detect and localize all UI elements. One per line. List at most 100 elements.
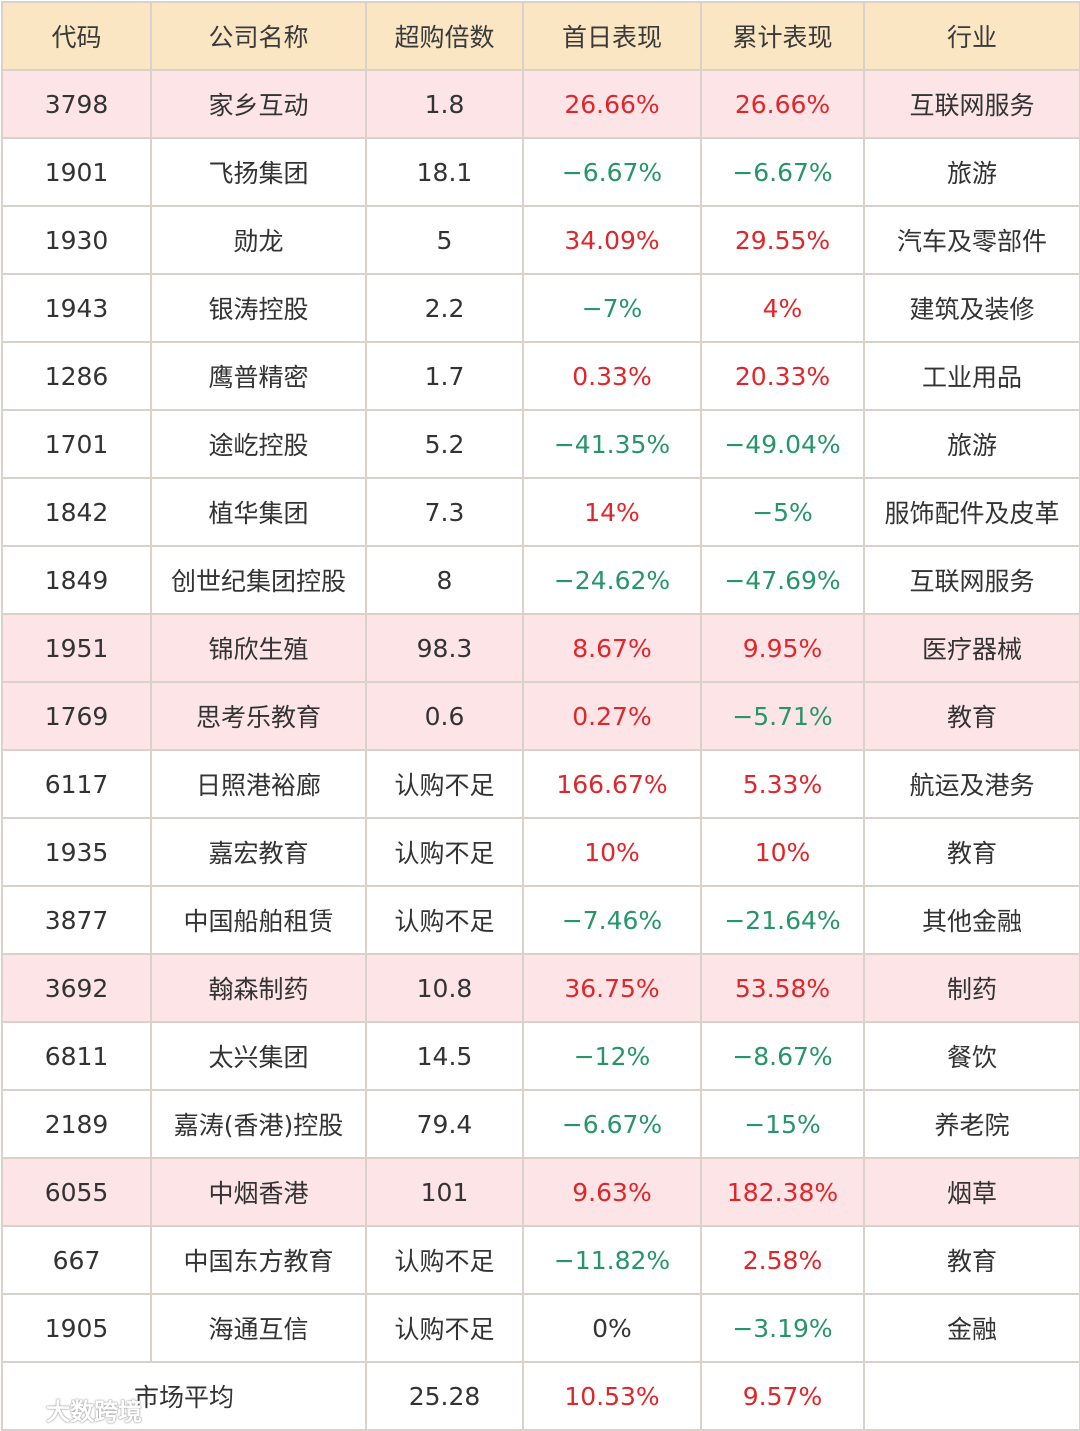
- cell-code: 1701: [1, 409, 152, 479]
- table-row: 1951 锦欣生殖 98.3 8.67% 9.95% 医疗器械: [1, 613, 1080, 683]
- cell-industry: 工业用品: [863, 341, 1080, 411]
- cell-industry: 其他金融: [863, 885, 1080, 955]
- cell-code: 2189: [1, 1089, 152, 1159]
- cell-first-day: −11.82%: [522, 1225, 702, 1295]
- cell-industry: 旅游: [863, 409, 1080, 479]
- watermark-logo-icon: [10, 1398, 40, 1428]
- cell-oversubscription: 79.4: [365, 1089, 524, 1159]
- summary-cumulative: 9.57%: [700, 1361, 865, 1431]
- table-row: 6117 日照港裕廊 认购不足 166.67% 5.33% 航运及港务: [1, 749, 1080, 819]
- cell-first-day: 36.75%: [522, 953, 702, 1023]
- cell-oversubscription: 5: [365, 205, 524, 275]
- cell-first-day: −7.46%: [522, 885, 702, 955]
- cell-code: 1769: [1, 681, 152, 751]
- cell-code: 6117: [1, 749, 152, 819]
- cell-company-name: 家乡互动: [150, 69, 367, 139]
- cell-code: 3877: [1, 885, 152, 955]
- table-row: 1286 鹰普精密 1.7 0.33% 20.33% 工业用品: [1, 341, 1080, 411]
- table-body: 3798 家乡互动 1.8 26.66% 26.66% 互联网服务 1901 飞扬集团 18.1…: [1, 69, 1080, 1363]
- cell-cumulative: −8.67%: [700, 1021, 865, 1091]
- cell-industry: 制药: [863, 953, 1080, 1023]
- summary-oversub: 25.28: [365, 1361, 524, 1431]
- cell-oversubscription: 14.5: [365, 1021, 524, 1091]
- cell-industry: 教育: [863, 817, 1080, 887]
- cell-oversubscription: 认购不足: [365, 885, 524, 955]
- table-row: 1943 银涛控股 2.2 −7% 4% 建筑及装修: [1, 273, 1080, 343]
- cell-company-name: 锦欣生殖: [150, 613, 367, 683]
- cell-industry: 旅游: [863, 137, 1080, 207]
- cell-oversubscription: 认购不足: [365, 749, 524, 819]
- header-row: 代码 公司名称 超购倍数 首日表现 累计表现 行业: [1, 1, 1080, 71]
- header-code: 代码: [1, 1, 152, 71]
- cell-industry: 互联网服务: [863, 545, 1080, 615]
- cell-company-name: 嘉涛(香港)控股: [150, 1089, 367, 1159]
- cell-company-name: 日照港裕廊: [150, 749, 367, 819]
- cell-first-day: 0.27%: [522, 681, 702, 751]
- table-row: 2189 嘉涛(香港)控股 79.4 −6.67% −15% 养老院: [1, 1089, 1080, 1159]
- summary-label: 市场平均: [1, 1361, 367, 1431]
- cell-code: 3798: [1, 69, 152, 139]
- table-row: 6811 太兴集团 14.5 −12% −8.67% 餐饮: [1, 1021, 1080, 1091]
- header-cumulative: 累计表现: [700, 1, 865, 71]
- cell-first-day: 34.09%: [522, 205, 702, 275]
- summary-industry: [863, 1361, 1080, 1431]
- cell-oversubscription: 10.8: [365, 953, 524, 1023]
- cell-industry: 养老院: [863, 1089, 1080, 1159]
- cell-first-day: 166.67%: [522, 749, 702, 819]
- header-oversubscription: 超购倍数: [365, 1, 524, 71]
- table-row: 1701 途屹控股 5.2 −41.35% −49.04% 旅游: [1, 409, 1080, 479]
- cell-oversubscription: 1.7: [365, 341, 524, 411]
- header-industry: 行业: [863, 1, 1080, 71]
- cell-industry: 教育: [863, 681, 1080, 751]
- cell-code: 3692: [1, 953, 152, 1023]
- cell-company-name: 思考乐教育: [150, 681, 367, 751]
- cell-industry: 教育: [863, 1225, 1080, 1295]
- cell-cumulative: 53.58%: [700, 953, 865, 1023]
- cell-oversubscription: 98.3: [365, 613, 524, 683]
- cell-code: 1935: [1, 817, 152, 887]
- table-row: 1901 飞扬集团 18.1 −6.67% −6.67% 旅游: [1, 137, 1080, 207]
- table-row: 1930 勋龙 5 34.09% 29.55% 汽车及零部件: [1, 205, 1080, 275]
- table-row: 1842 植华集团 7.3 14% −5% 服饰配件及皮革: [1, 477, 1080, 547]
- cell-industry: 医疗器械: [863, 613, 1080, 683]
- cell-cumulative: −21.64%: [700, 885, 865, 955]
- cell-code: 1901: [1, 137, 152, 207]
- cell-industry: 烟草: [863, 1157, 1080, 1227]
- cell-oversubscription: 101: [365, 1157, 524, 1227]
- cell-industry: 金融: [863, 1293, 1080, 1363]
- table-row: 667 中国东方教育 认购不足 −11.82% 2.58% 教育: [1, 1225, 1080, 1295]
- cell-industry: 服饰配件及皮革: [863, 477, 1080, 547]
- cell-cumulative: 182.38%: [700, 1157, 865, 1227]
- cell-company-name: 中国东方教育: [150, 1225, 367, 1295]
- table-row: 1935 嘉宏教育 认购不足 10% 10% 教育: [1, 817, 1080, 887]
- cell-cumulative: 4%: [700, 273, 865, 343]
- table-row: 3798 家乡互动 1.8 26.66% 26.66% 互联网服务: [1, 69, 1080, 139]
- cell-code: 1943: [1, 273, 152, 343]
- cell-company-name: 飞扬集团: [150, 137, 367, 207]
- cell-first-day: 0.33%: [522, 341, 702, 411]
- cell-company-name: 海通互信: [150, 1293, 367, 1363]
- cell-code: 1930: [1, 205, 152, 275]
- cell-first-day: −7%: [522, 273, 702, 343]
- cell-company-name: 中国船舶租赁: [150, 885, 367, 955]
- table-row: 1849 创世纪集团控股 8 −24.62% −47.69% 互联网服务: [1, 545, 1080, 615]
- header-first-day: 首日表现: [522, 1, 702, 71]
- cell-company-name: 中烟香港: [150, 1157, 367, 1227]
- table-row: 1905 海通互信 认购不足 0% −3.19% 金融: [1, 1293, 1080, 1363]
- cell-company-name: 太兴集团: [150, 1021, 367, 1091]
- header-company-name: 公司名称: [150, 1, 367, 71]
- cell-oversubscription: 8: [365, 545, 524, 615]
- table-row: 6055 中烟香港 101 9.63% 182.38% 烟草: [1, 1157, 1080, 1227]
- cell-oversubscription: 7.3: [365, 477, 524, 547]
- cell-company-name: 银涛控股: [150, 273, 367, 343]
- cell-first-day: −6.67%: [522, 137, 702, 207]
- cell-oversubscription: 认购不足: [365, 817, 524, 887]
- cell-first-day: 10%: [522, 817, 702, 887]
- cell-industry: 汽车及零部件: [863, 205, 1080, 275]
- cell-cumulative: −6.67%: [700, 137, 865, 207]
- cell-industry: 餐饮: [863, 1021, 1080, 1091]
- cell-code: 6811: [1, 1021, 152, 1091]
- cell-code: 1849: [1, 545, 152, 615]
- cell-first-day: 8.67%: [522, 613, 702, 683]
- cell-company-name: 植华集团: [150, 477, 367, 547]
